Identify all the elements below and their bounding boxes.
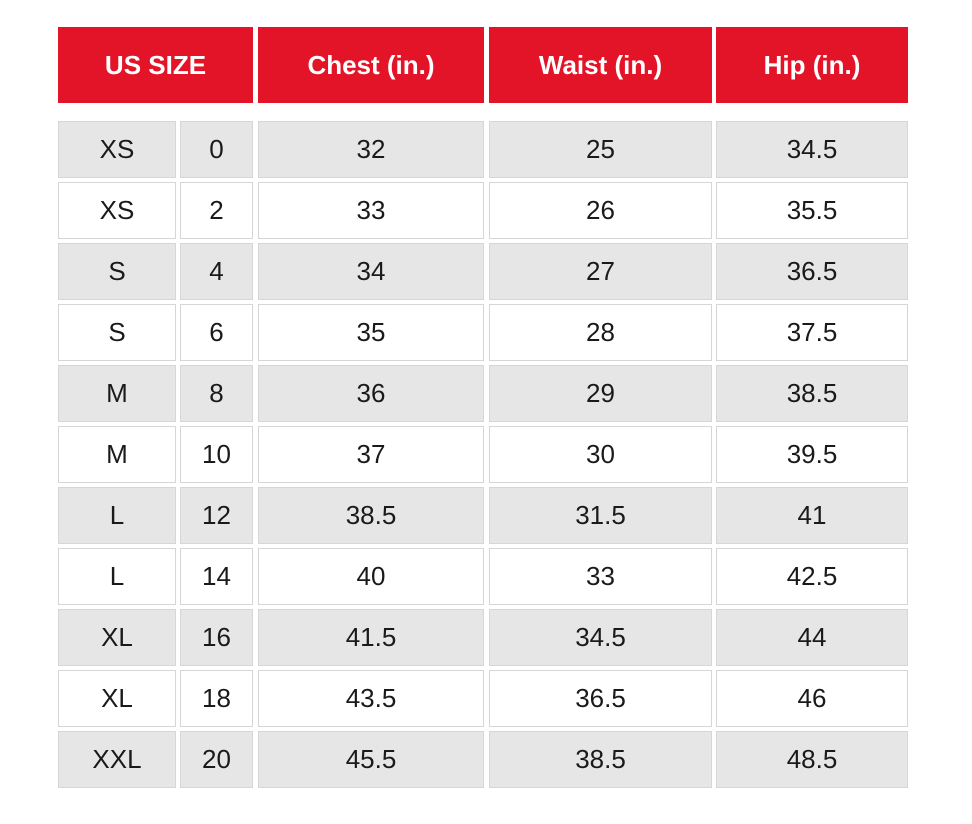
header-cell: Chest (in.) (258, 27, 484, 103)
table-cell: 34.5 (716, 121, 908, 178)
table-cell: 45.5 (258, 731, 484, 788)
table-cell: 41 (716, 487, 908, 544)
table-cell: 36 (258, 365, 484, 422)
table-cell: 34.5 (489, 609, 712, 666)
table-cell: 35.5 (716, 182, 908, 239)
table-cell: 8 (180, 365, 253, 422)
header-cell: US SIZE (58, 27, 253, 103)
table-cell: 27 (489, 243, 712, 300)
table-cell: 28 (489, 304, 712, 361)
table-cell: 16 (180, 609, 253, 666)
table-cell: 46 (716, 670, 908, 727)
table-cell: 33 (258, 182, 484, 239)
table-cell: 37 (258, 426, 484, 483)
table-cell: 39.5 (716, 426, 908, 483)
table-cell: 31.5 (489, 487, 712, 544)
table-cell: M (58, 365, 176, 422)
table-cell: 20 (180, 731, 253, 788)
table-cell: 10 (180, 426, 253, 483)
table-cell: 38.5 (258, 487, 484, 544)
table-cell: 48.5 (716, 731, 908, 788)
table-cell: 43.5 (258, 670, 484, 727)
table-cell: 26 (489, 182, 712, 239)
table-cell: 0 (180, 121, 253, 178)
table-cell: 42.5 (716, 548, 908, 605)
table-cell: XS (58, 182, 176, 239)
table-cell: 36.5 (489, 670, 712, 727)
table-cell: 33 (489, 548, 712, 605)
table-cell: 4 (180, 243, 253, 300)
table-cell: 44 (716, 609, 908, 666)
table-cell: XS (58, 121, 176, 178)
table-cell: 12 (180, 487, 253, 544)
table-cell: L (58, 548, 176, 605)
table-cell: 14 (180, 548, 253, 605)
table-cell: 6 (180, 304, 253, 361)
table-cell: M (58, 426, 176, 483)
table-cell: L (58, 487, 176, 544)
table-cell: XXL (58, 731, 176, 788)
table-cell: 34 (258, 243, 484, 300)
table-cell: XL (58, 609, 176, 666)
table-cell: 41.5 (258, 609, 484, 666)
table-cell: 35 (258, 304, 484, 361)
table-cell: 38.5 (489, 731, 712, 788)
table-cell: S (58, 304, 176, 361)
header-cell: Hip (in.) (716, 27, 908, 103)
table-cell: S (58, 243, 176, 300)
table-cell: 32 (258, 121, 484, 178)
table-cell: 2 (180, 182, 253, 239)
table-cell: 18 (180, 670, 253, 727)
table-cell: 37.5 (716, 304, 908, 361)
table-cell: 25 (489, 121, 712, 178)
table-cell: 30 (489, 426, 712, 483)
table-cell: 29 (489, 365, 712, 422)
header-cell: Waist (in.) (489, 27, 712, 103)
table-cell: XL (58, 670, 176, 727)
table-cell: 38.5 (716, 365, 908, 422)
table-cell: 40 (258, 548, 484, 605)
table-cell: 36.5 (716, 243, 908, 300)
